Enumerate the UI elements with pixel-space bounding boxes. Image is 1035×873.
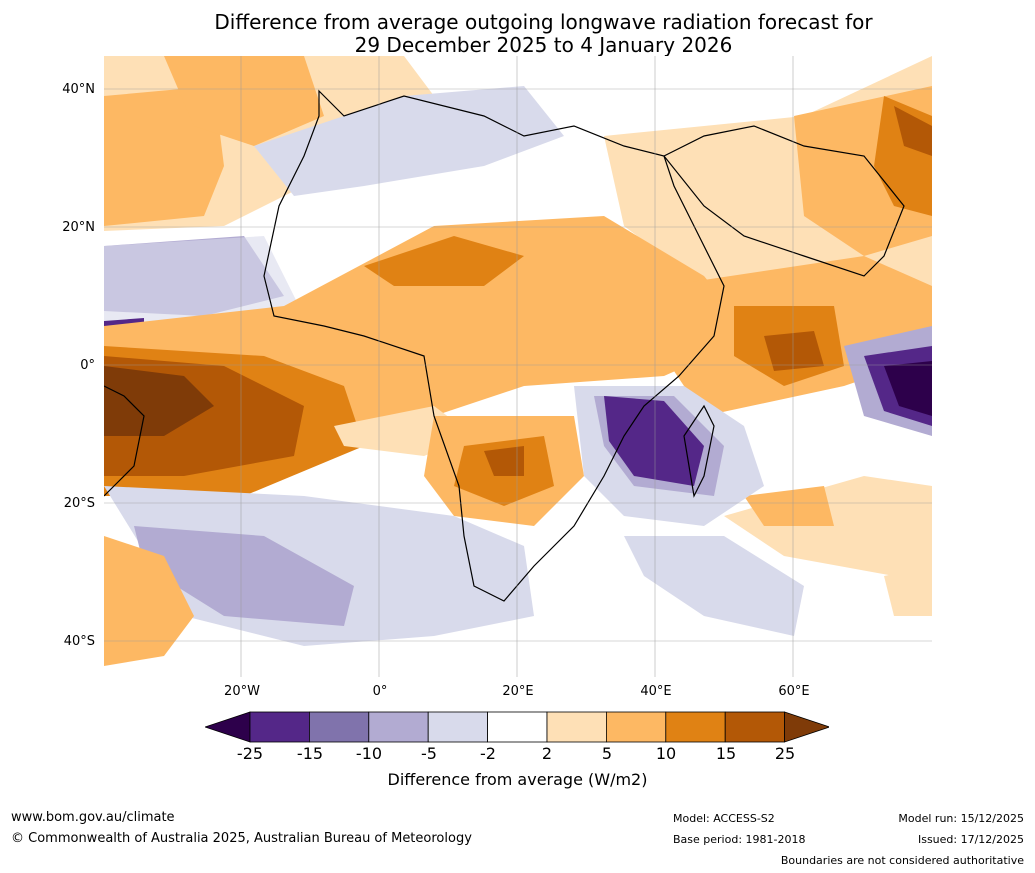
footer-base-period: Base period: 1981-2018 [673, 833, 806, 846]
gridlines [104, 56, 932, 677]
colorbar [205, 711, 829, 743]
lat-label-40n: 40°N [62, 82, 95, 97]
colorbar-segment [605, 711, 667, 743]
lat-label-20s: 20°S [63, 496, 95, 511]
map-title-line1: Difference from average outgoing longwav… [214, 10, 873, 34]
olr-anomaly-map [104, 56, 932, 677]
colorbar-tick: 25 [774, 744, 796, 763]
map-title-line2: 29 December 2025 to 4 January 2026 [354, 33, 733, 57]
lon-label-20w: 20°W [224, 684, 260, 699]
colorbar-segment [427, 711, 488, 743]
colorbar-segment [546, 711, 607, 743]
colorbar-tick: -15 [296, 744, 324, 763]
colorbar-segment [487, 711, 548, 743]
coastlines [104, 89, 905, 602]
footer-copyright: © Commonwealth of Australia 2025, Austra… [11, 831, 472, 846]
footer-website-link[interactable]: www.bom.gov.au/climate [11, 810, 175, 825]
colorbar-tick: -10 [355, 744, 383, 763]
lon-label-60e: 60°E [778, 684, 810, 699]
colorbar-tick: -2 [480, 744, 496, 763]
colorbar-segment [368, 711, 429, 743]
colorbar-segment [309, 711, 370, 743]
colorbar-extend-high [784, 711, 829, 743]
colorbar-tick: -5 [421, 744, 437, 763]
lat-label-20n: 20°N [62, 220, 95, 235]
lat-label-40s: 40°S [63, 634, 95, 649]
colorbar-extend-low [205, 711, 251, 743]
lon-label-20e: 20°E [502, 684, 534, 699]
colorbar-label: Difference from average (W/m2) [387, 770, 648, 789]
lon-label-40e: 40°E [640, 684, 672, 699]
colorbar-tick: 10 [655, 744, 677, 763]
colorbar-tick: -25 [236, 744, 264, 763]
lon-label-0: 0° [372, 684, 388, 699]
colorbar-tick: 2 [541, 744, 553, 763]
colorbar-segment [249, 711, 310, 743]
footer-issued: Issued: 17/12/2025 [917, 833, 1024, 846]
lat-label-0: 0° [80, 358, 95, 373]
footer-disclaimer: Boundaries are not considered authoritat… [780, 854, 1024, 867]
colorbar-segment [724, 711, 786, 743]
colorbar-segment [665, 711, 726, 743]
colorbar-tick: 15 [715, 744, 737, 763]
anomaly-shading [104, 56, 932, 666]
colorbar-tick: 5 [601, 744, 613, 763]
footer-model: Model: ACCESS-S2 [673, 812, 775, 825]
footer-model-run: Model run: 15/12/2025 [898, 812, 1024, 825]
